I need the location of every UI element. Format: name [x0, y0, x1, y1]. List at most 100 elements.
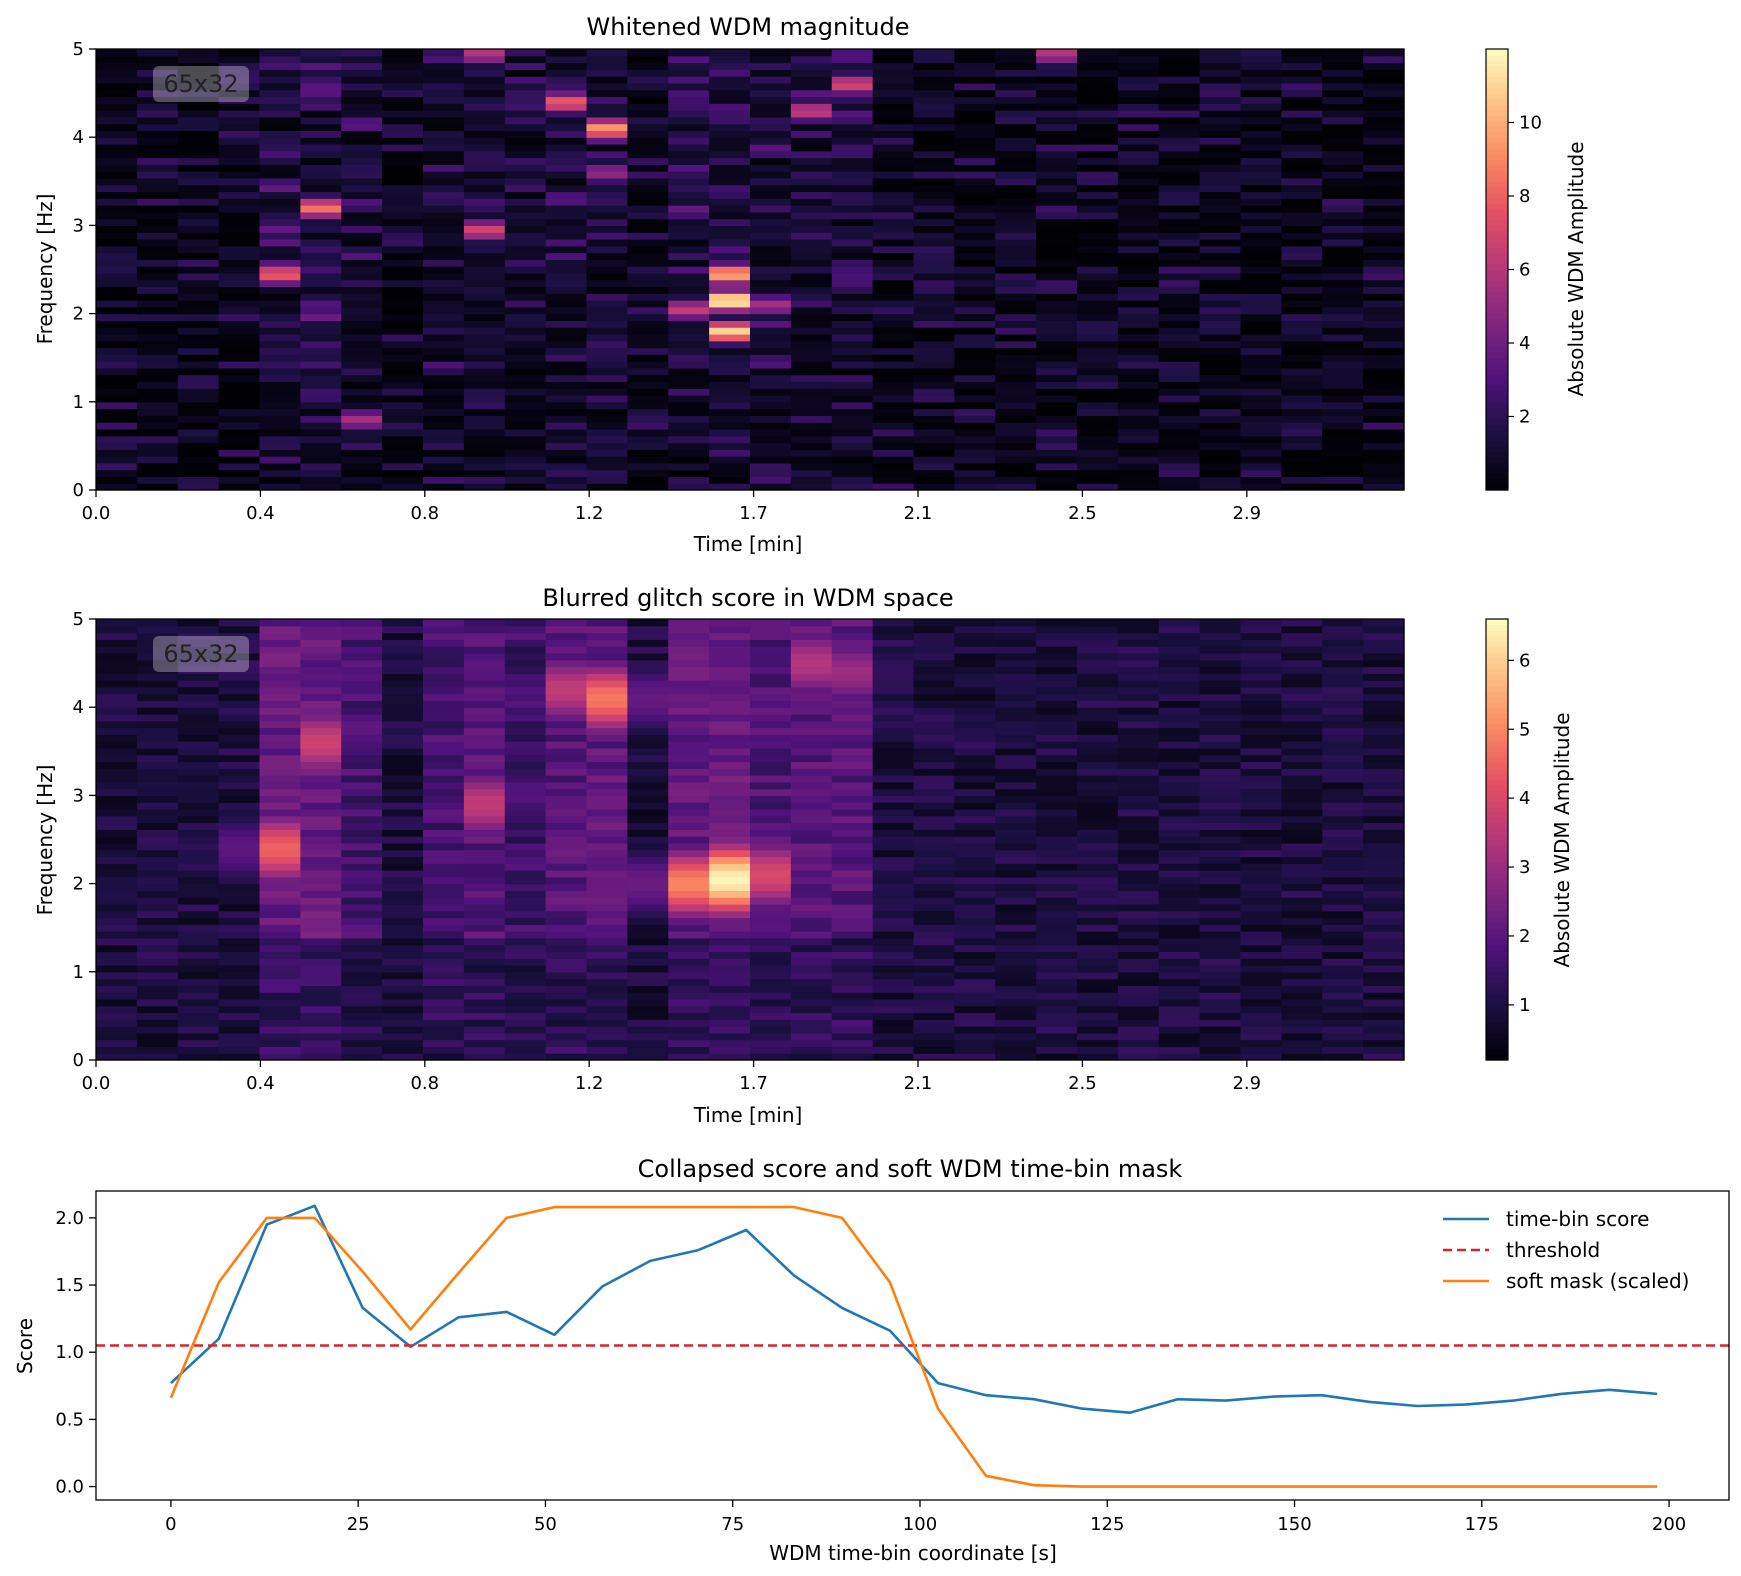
- heatmap-cell: [545, 177, 588, 186]
- heatmap-cell: [1117, 89, 1160, 98]
- heatmap-cell: [668, 1032, 710, 1041]
- heatmap-cell: [913, 225, 955, 233]
- heatmap-cell: [954, 49, 996, 57]
- heatmap-cell: [1077, 361, 1119, 369]
- heatmap-cell: [259, 842, 301, 851]
- heatmap-cell: [872, 849, 915, 858]
- heatmap-cell: [1322, 327, 1364, 335]
- heatmap-cell: [750, 707, 792, 715]
- heatmap-cell: [586, 1053, 628, 1061]
- heatmap-cell: [136, 110, 179, 118]
- heatmap-cell: [954, 76, 996, 84]
- heatmap-cell: [627, 632, 669, 640]
- heatmap-cell: [1281, 428, 1323, 437]
- heatmap-cell: [872, 55, 915, 64]
- heatmap-cell: [463, 910, 506, 919]
- heatmap-cell: [218, 890, 261, 898]
- heatmap-cell: [504, 1032, 547, 1041]
- heatmap-cell: [1158, 428, 1201, 437]
- heatmap-cell: [750, 917, 792, 925]
- heatmap-cell: [300, 944, 342, 953]
- heatmap-cell: [1158, 659, 1201, 668]
- heatmap-cell: [1199, 62, 1242, 70]
- heatmap-cell: [1281, 727, 1323, 735]
- heatmap-cell: [96, 781, 138, 790]
- heatmap-cell: [1363, 333, 1405, 342]
- colorbar-segment: [1486, 208, 1508, 215]
- heatmap-cell: [1281, 82, 1323, 91]
- heatmap-cell: [259, 211, 301, 220]
- heatmap-cell: [954, 842, 996, 851]
- colorbar-segment: [1486, 219, 1508, 226]
- heatmap-cell: [1158, 788, 1201, 796]
- heatmap-cell: [96, 191, 138, 199]
- heatmap-cell: [218, 985, 261, 993]
- heatmap-cell: [586, 795, 628, 803]
- heatmap-cell: [954, 435, 996, 444]
- heatmap-cell: [1036, 137, 1078, 145]
- heatmap-cell: [1117, 775, 1160, 783]
- heatmap-cell: [423, 625, 465, 634]
- colorbar-segment: [1486, 181, 1508, 188]
- heatmap-cell: [709, 191, 751, 199]
- heatmap-cell: [218, 483, 261, 491]
- heatmap-cell: [586, 476, 628, 484]
- x-tick-label: 0.8: [410, 1073, 439, 1094]
- heatmap-cell: [1281, 259, 1323, 267]
- heatmap-cell: [1158, 815, 1201, 824]
- heatmap-cell: [954, 96, 996, 104]
- heatmap-cell: [177, 89, 220, 98]
- heatmap-cell: [995, 632, 1037, 640]
- heatmap-cell: [586, 890, 628, 898]
- heatmap-cell: [709, 693, 751, 702]
- heatmap-cell: [995, 754, 1037, 763]
- heatmap-cell: [995, 89, 1037, 98]
- heatmap-cell: [259, 96, 301, 104]
- heatmap-cell: [954, 164, 996, 172]
- heatmap-cell: [750, 428, 792, 437]
- heatmap-cell: [831, 469, 874, 478]
- heatmap-cell: [627, 395, 669, 403]
- colorbar-segment: [1486, 767, 1508, 774]
- heatmap-cell: [463, 700, 506, 708]
- heatmap-cell: [382, 619, 424, 627]
- heatmap-cell: [995, 286, 1037, 294]
- heatmap-cell: [423, 401, 465, 410]
- heatmap-cell: [709, 781, 751, 790]
- heatmap-cell: [709, 700, 751, 708]
- heatmap-cell: [1322, 110, 1364, 118]
- heatmap-cell: [627, 272, 669, 281]
- heatmap-cell: [259, 937, 301, 946]
- heatmap-cell: [1363, 625, 1405, 634]
- heatmap-cell: [872, 300, 915, 308]
- colorbar-tick-label: 6: [1519, 260, 1530, 281]
- heatmap-cell: [300, 971, 342, 980]
- heatmap-cell: [1281, 1046, 1323, 1054]
- heatmap-cell: [300, 713, 342, 722]
- heatmap-cell: [1281, 143, 1323, 152]
- heatmap-cell: [341, 659, 383, 668]
- heatmap-cell: [913, 686, 955, 695]
- heatmap-cell: [913, 96, 955, 104]
- heatmap-cell: [913, 171, 955, 179]
- heatmap-cell: [1158, 741, 1201, 749]
- heatmap-cell: [259, 55, 301, 64]
- heatmap-cell: [872, 69, 915, 77]
- heatmap-cell: [341, 245, 383, 254]
- heatmap-cell: [872, 143, 915, 152]
- heatmap-cell: [218, 116, 261, 125]
- colorbar-segment: [1486, 1048, 1508, 1056]
- heatmap-cell: [300, 110, 342, 118]
- heatmap-cell: [504, 381, 547, 389]
- heatmap-cell: [1077, 272, 1119, 281]
- heatmap-cell: [259, 998, 301, 1007]
- heatmap-cell: [96, 842, 138, 851]
- heatmap-cell: [504, 713, 547, 722]
- heatmap-cell: [1281, 103, 1323, 111]
- heatmap-cell: [1322, 686, 1364, 695]
- heatmap-cell: [831, 802, 874, 810]
- heatmap-cell: [709, 720, 751, 729]
- heatmap-cell: [913, 157, 955, 165]
- heatmap-cell: [463, 300, 506, 308]
- heatmap-cell: [382, 123, 424, 132]
